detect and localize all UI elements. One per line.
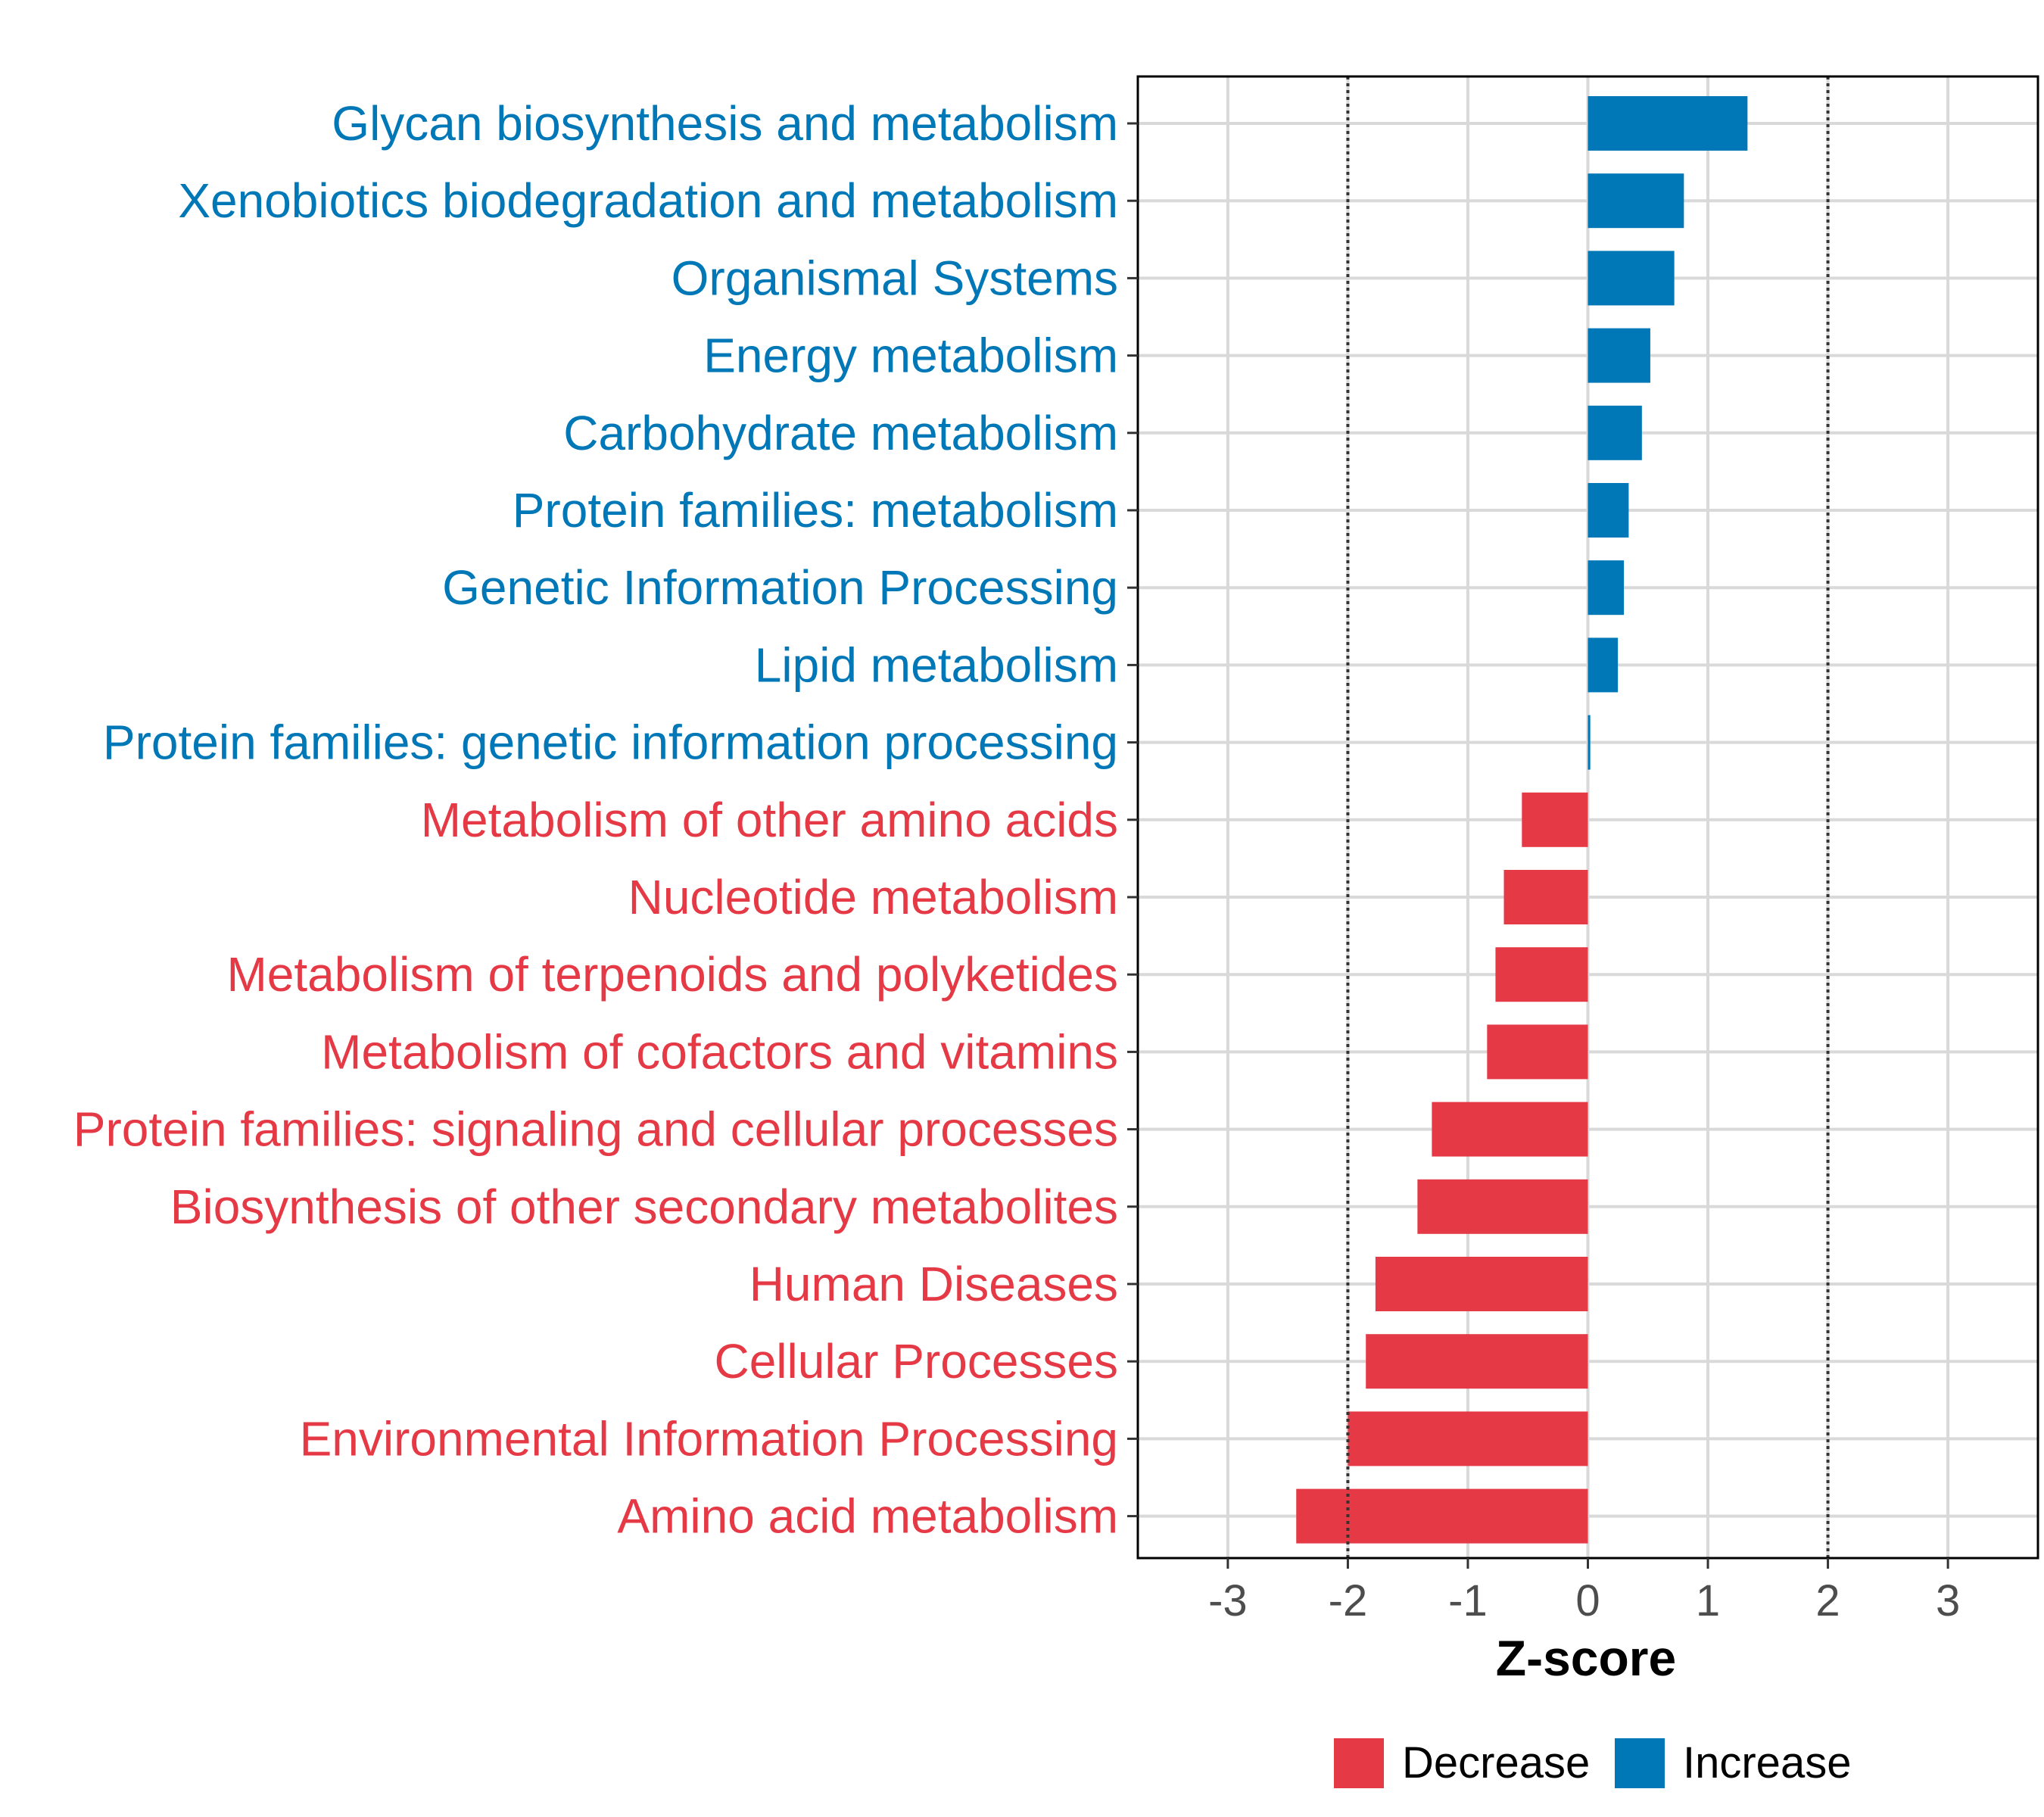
y-axis-ticks (1127, 122, 1138, 1518)
category-label: Biosynthesis of other secondary metaboli… (170, 1180, 1118, 1234)
x-axis-title: Z-score (1496, 1630, 1676, 1686)
category-label: Metabolism of cofactors and vitamins (321, 1024, 1118, 1079)
category-label: Metabolism of other amino acids (421, 793, 1118, 847)
category-label: Xenobiotics biodegradation and metabolis… (178, 173, 1118, 228)
reference-lines (1346, 76, 1830, 1558)
category-label: Protein families: metabolism (513, 483, 1118, 538)
bar (1588, 328, 1650, 383)
category-label: Organismal Systems (671, 251, 1118, 305)
legend-swatch (1334, 1738, 1384, 1788)
bar (1432, 1102, 1588, 1157)
bar (1588, 405, 1642, 460)
legend: Decrease Increase (1334, 1738, 1851, 1788)
x-tick-label: 0 (1575, 1576, 1600, 1625)
category-label: Protein families: signaling and cellular… (73, 1102, 1118, 1157)
bar (1296, 1488, 1588, 1544)
bar (1588, 251, 1675, 306)
x-tick-label: -2 (1329, 1576, 1368, 1625)
bar (1588, 173, 1684, 229)
category-label: Glycan biosynthesis and metabolism (332, 96, 1118, 151)
category-label: Genetic Information Processing (442, 560, 1118, 615)
bar (1495, 947, 1588, 1002)
category-label: Carbohydrate metabolism (563, 406, 1118, 460)
bar (1588, 715, 1591, 770)
bar (1487, 1024, 1588, 1080)
x-tick-label: 2 (1815, 1576, 1840, 1625)
legend-swatch (1615, 1738, 1665, 1788)
category-label: Environmental Information Processing (300, 1411, 1118, 1466)
category-label: Lipid metabolism (755, 637, 1118, 692)
bar (1366, 1334, 1588, 1389)
x-tick-label: 1 (1696, 1576, 1720, 1625)
bar (1503, 870, 1588, 924)
legend-label: Increase (1683, 1738, 1851, 1787)
bar (1588, 637, 1619, 693)
x-tick-label: -1 (1448, 1576, 1488, 1625)
bar (1348, 1411, 1588, 1466)
bar (1588, 96, 1748, 151)
legend-label: Decrease (1402, 1738, 1590, 1787)
category-label: Metabolism of terpenoids and polyketides (226, 947, 1118, 1002)
bars (1296, 96, 1748, 1544)
category-labels: Glycan biosynthesis and metabolism Xenobi… (73, 96, 1118, 1544)
category-label: Cellular Processes (714, 1334, 1118, 1388)
bar (1588, 483, 1629, 538)
category-label: Protein families: genetic information pr… (103, 715, 1118, 770)
x-axis-ticks: -3 -2 -1 0 1 2 3 (1208, 1558, 1960, 1625)
x-tick-label: -3 (1208, 1576, 1248, 1625)
category-label: Human Diseases (749, 1257, 1118, 1311)
category-label: Amino acid metabolism (617, 1489, 1118, 1544)
bar (1375, 1257, 1588, 1311)
x-tick-label: 3 (1936, 1576, 1960, 1625)
bar (1522, 792, 1588, 847)
category-label: Energy metabolism (703, 329, 1118, 383)
bar (1588, 560, 1625, 616)
bar (1417, 1179, 1588, 1234)
category-label: Nucleotide metabolism (628, 870, 1118, 924)
